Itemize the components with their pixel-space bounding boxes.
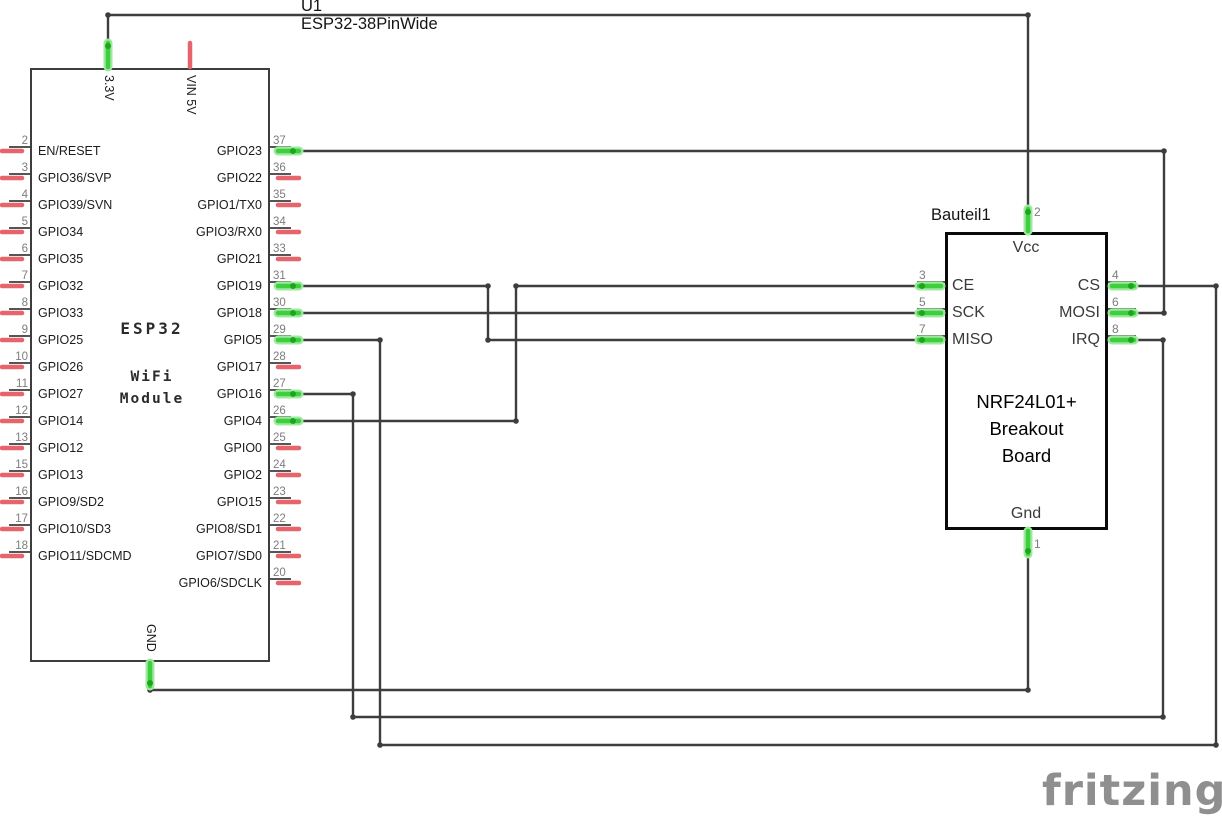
esp32-pin-GPIO39/SVN[interactable] [0,200,30,208]
nrf-pin-SCK[interactable] [914,308,946,318]
esp32-pin-GPIO34[interactable] [0,227,30,235]
nrf-pin-Gnd[interactable] [1023,526,1033,559]
nrf-pin-CS[interactable] [1107,281,1139,291]
nrf-pin-CE[interactable] [914,281,946,291]
esp32-pin-GPIO11/SDCMD[interactable] [0,551,30,559]
esp32-pin-GPIO27[interactable] [0,389,30,397]
nrf-pin-Vcc[interactable] [1023,204,1033,236]
net-3v3-to-vcc[interactable] [105,12,1031,211]
esp32-pin-GPIO14[interactable] [0,416,30,424]
esp32-component-box[interactable] [30,68,270,662]
nrf-pin-MOSI[interactable] [1107,308,1139,318]
esp32-pin-GPIO19[interactable] [270,281,304,291]
esp32-pin-GPIO16[interactable] [270,389,304,399]
esp32-pin-EN/RESET[interactable] [0,146,30,154]
nrf-pin-IRQ[interactable] [1107,335,1139,345]
net-gpio16-to-irq[interactable] [294,337,1166,720]
net-gnd-to-gnd[interactable] [147,554,1031,693]
net-gpio5-to-cs[interactable] [294,283,1219,748]
esp32-pin-GPIO17[interactable] [270,362,302,370]
esp32-pin-GPIO22[interactable] [270,173,302,181]
esp32-pin-GPIO25[interactable] [0,335,30,343]
esp32-pin-GPIO3/RX0[interactable] [270,227,302,235]
esp32-pin-GPIO15[interactable] [270,497,302,505]
esp32-pin-GPIO2[interactable] [270,470,302,478]
esp32-pin-GPIO6/SDCLK[interactable] [270,578,302,586]
esp32-pin-GND[interactable] [145,658,155,691]
esp32-pin-GPIO7/SD0[interactable] [270,551,302,559]
esp32-pin-GPIO0[interactable] [270,443,302,451]
esp32-pin-GPIO26[interactable] [0,362,30,370]
esp32-pin-GPIO12[interactable] [0,443,30,451]
esp32-pin-GPIO1/TX0[interactable] [270,200,302,208]
esp32-pin-GPIO21[interactable] [270,254,302,262]
esp32-pin-GPIO18[interactable] [270,308,304,318]
nrf-pin-MISO[interactable] [914,335,946,345]
esp32-pin-GPIO35[interactable] [0,254,30,262]
esp32-pin-GPIO36/SVP[interactable] [0,173,30,181]
esp32-pin-GPIO5[interactable] [270,335,304,345]
esp32-pin-3.3V[interactable] [103,38,113,72]
esp32-pin-GPIO9/SD2[interactable] [0,497,30,505]
esp32-pin-GPIO4[interactable] [270,416,304,426]
esp32-pin-GPIO33[interactable] [0,308,30,316]
esp32-pin-GPIO13[interactable] [0,470,30,478]
nrf24l01-component-box[interactable] [945,232,1108,530]
esp32-pin-GPIO10/SD3[interactable] [0,524,30,532]
esp32-pin-GPIO23[interactable] [270,146,304,156]
esp32-pin-GPIO8/SD1[interactable] [270,524,302,532]
net-gpio4-to-ce[interactable] [294,283,922,424]
net-gpio23-to-mosi[interactable] [294,148,1167,316]
esp32-pin-GPIO32[interactable] [0,281,30,289]
